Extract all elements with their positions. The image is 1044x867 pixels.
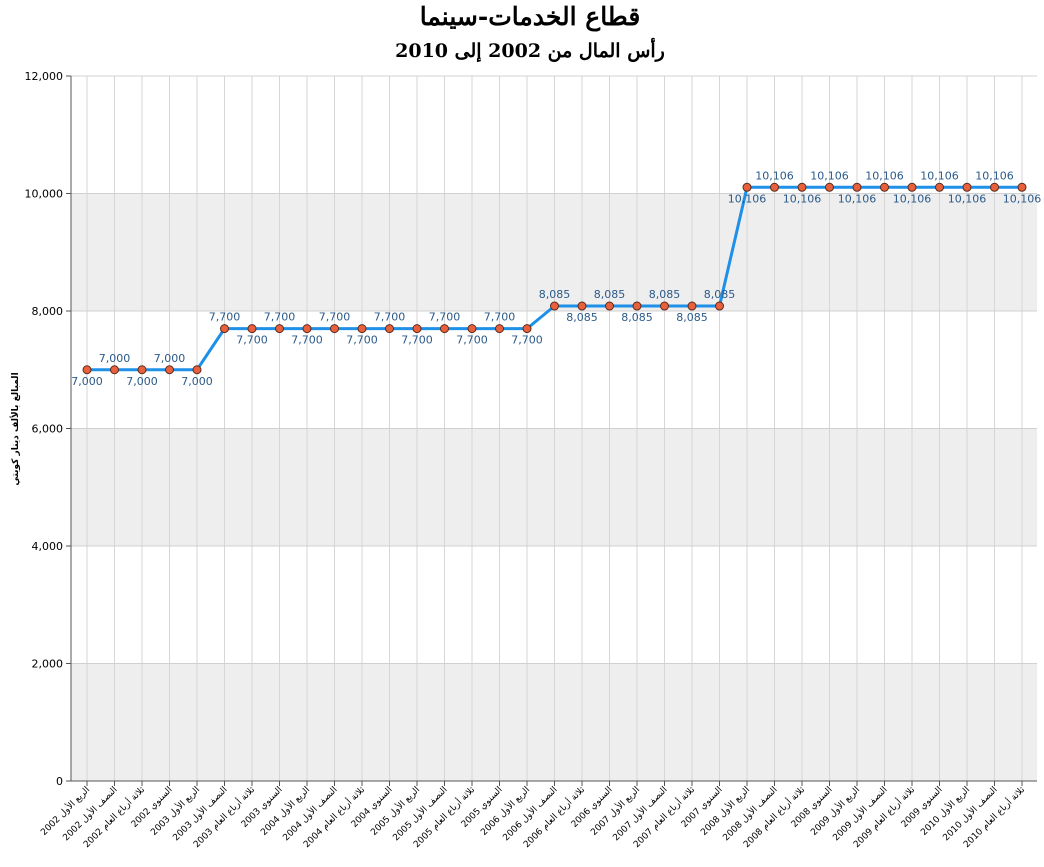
data-label: 7,700 [456, 334, 488, 347]
data-label: 7,700 [236, 334, 268, 347]
data-label: 10,106 [865, 169, 904, 182]
data-point [990, 182, 999, 192]
data-point [632, 301, 642, 311]
data-label: 8,085 [566, 311, 598, 324]
data-point [330, 324, 339, 334]
data-label: 7,000 [99, 352, 131, 365]
data-label: 7,700 [401, 334, 433, 347]
data-point [467, 324, 477, 334]
y-tick-label: 8,000 [32, 305, 64, 318]
data-label: 7,700 [429, 311, 461, 324]
data-label: 10,106 [838, 192, 877, 205]
y-tick-labels: 0 2,000 4,000 6,000 8,000 10,000 12,000 [25, 70, 64, 788]
data-point [605, 301, 614, 311]
x-tick-label: الربع الأول 2004 [258, 784, 312, 838]
data-label: 8,085 [649, 288, 681, 301]
data-label: 8,085 [704, 288, 736, 301]
data-point [110, 365, 119, 375]
x-tick-label: الربع الأول 2005 [368, 784, 422, 838]
data-point [137, 365, 147, 375]
data-label: 10,106 [783, 192, 822, 205]
data-label: 7,700 [291, 334, 323, 347]
data-point [275, 324, 284, 334]
x-tick-label: الربع الأول 2002 [38, 784, 92, 838]
data-label: 10,106 [1003, 192, 1042, 205]
data-label: 10,106 [948, 192, 987, 205]
data-label: 7,000 [71, 375, 103, 388]
data-point [495, 324, 504, 334]
data-point [852, 182, 862, 192]
data-point [82, 365, 92, 375]
y-tick-label: 2,000 [32, 658, 64, 671]
data-point [522, 324, 532, 334]
data-label: 7,700 [319, 311, 351, 324]
data-point [192, 365, 202, 375]
data-point [962, 182, 972, 192]
data-label: 8,085 [594, 288, 626, 301]
data-point [357, 324, 367, 334]
data-point [770, 182, 779, 192]
data-label: 10,106 [975, 169, 1014, 182]
data-point [825, 182, 834, 192]
data-point [165, 365, 174, 375]
data-label: 7,000 [154, 352, 186, 365]
data-label: 7,700 [511, 334, 543, 347]
data-label: 7,700 [264, 311, 296, 324]
y-tick-label: 6,000 [32, 423, 64, 436]
axes [66, 75, 1037, 786]
data-label: 7,000 [181, 375, 213, 388]
data-label: 8,085 [539, 288, 571, 301]
x-tick-label: الربع الأول 2006 [478, 784, 532, 838]
x-tick-label: الربع الأول 2003 [148, 784, 202, 838]
data-label: 10,106 [728, 192, 767, 205]
data-point [385, 324, 394, 334]
data-point [1017, 182, 1027, 192]
data-label: 7,700 [346, 334, 378, 347]
data-series [82, 182, 1027, 375]
data-label: 8,085 [676, 311, 708, 324]
x-tick-label: الربع الأول 2007 [588, 784, 642, 838]
x-tick-label: الربع الأول 2009 [808, 784, 862, 838]
data-point [715, 301, 724, 311]
y-tick-label: 10,000 [25, 188, 64, 201]
y-tick-label: 12,000 [25, 70, 64, 83]
chart-subtitle: رأس المال من 2002 إلى 2010 [395, 40, 665, 62]
data-label: 7,700 [374, 311, 406, 324]
data-point [577, 301, 587, 311]
data-point [247, 324, 257, 334]
chart-title: قطاع الخدمات-سينما [419, 2, 641, 31]
data-point [907, 182, 917, 192]
data-point [412, 324, 422, 334]
data-label: 7,000 [126, 375, 158, 388]
x-tick-label: الربع الأول 2010 [918, 784, 972, 838]
x-tick-label: الربع الأول 2008 [698, 784, 752, 838]
data-point [220, 324, 229, 334]
data-point [687, 301, 697, 311]
data-labels: 7,000 7,000 7,000 7,000 7,000 7,700 7,700 7,700… [71, 169, 1041, 387]
data-label: 10,106 [893, 192, 932, 205]
data-point [935, 182, 944, 192]
data-label: 10,106 [810, 169, 849, 182]
data-point [797, 182, 807, 192]
data-point [742, 182, 752, 192]
data-point [660, 301, 669, 311]
y-tick-label: 4,000 [32, 540, 64, 553]
data-label: 8,085 [621, 311, 653, 324]
data-label: 10,106 [755, 169, 794, 182]
y-axis-label: المبالغ بالألف دينار كويتي [9, 372, 21, 485]
data-label: 10,106 [920, 169, 959, 182]
data-label: 7,700 [484, 311, 516, 324]
data-point [440, 324, 449, 334]
data-point [550, 301, 559, 311]
data-point [302, 324, 312, 334]
y-tick-label: 0 [56, 775, 63, 788]
data-label: 7,700 [209, 311, 241, 324]
data-point [880, 182, 889, 192]
